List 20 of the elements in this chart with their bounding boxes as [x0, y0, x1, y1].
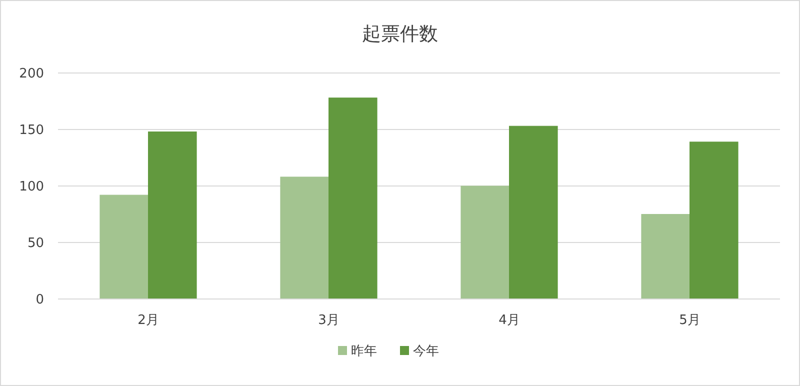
- y-tick-label: 0: [36, 292, 44, 308]
- bar: [641, 214, 690, 300]
- bar: [328, 98, 378, 300]
- y-tick-label: 100: [19, 180, 44, 195]
- chart-title: 起票件数: [362, 23, 438, 45]
- bar: [690, 142, 738, 300]
- x-tick-label: 2月: [138, 313, 159, 328]
- x-tick-label: 5月: [679, 313, 700, 328]
- bar: [460, 186, 510, 300]
- bar: [148, 132, 197, 300]
- bar: [100, 194, 148, 300]
- legend-label: 昨年: [351, 344, 377, 359]
- y-tick-label: 200: [19, 66, 44, 82]
- y-tick-label: 150: [19, 123, 44, 138]
- legend-label: 今年: [413, 344, 439, 359]
- bar: [509, 126, 558, 300]
- x-tick-label: 4月: [498, 313, 520, 328]
- y-tick-label: 50: [27, 236, 44, 252]
- bar: [280, 176, 329, 300]
- x-tick-label: 3月: [318, 313, 340, 328]
